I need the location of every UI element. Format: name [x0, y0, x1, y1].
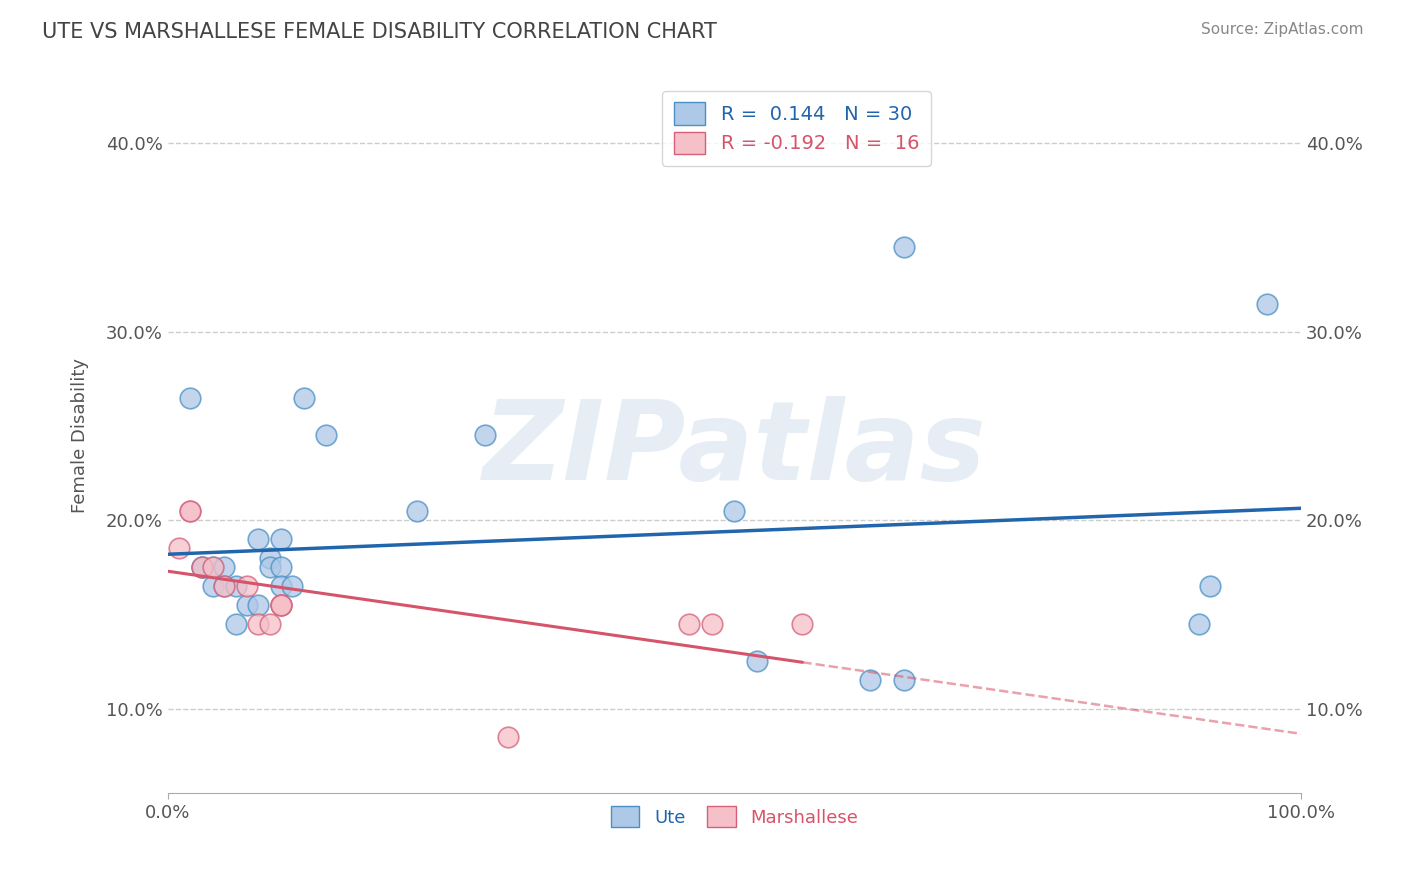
Point: [745, 655, 768, 669]
Point: [474, 428, 496, 442]
Point: [496, 730, 519, 744]
Point: [259, 560, 281, 574]
Point: [281, 579, 304, 593]
Point: [247, 598, 270, 612]
Point: [678, 616, 700, 631]
Point: [893, 240, 915, 254]
Point: [236, 579, 259, 593]
Point: [292, 391, 315, 405]
Point: [259, 616, 281, 631]
Point: [1199, 579, 1222, 593]
Point: [270, 579, 292, 593]
Point: [214, 579, 236, 593]
Point: [406, 504, 429, 518]
Point: [179, 504, 201, 518]
Text: UTE VS MARSHALLESE FEMALE DISABILITY CORRELATION CHART: UTE VS MARSHALLESE FEMALE DISABILITY COR…: [42, 22, 717, 42]
Point: [214, 579, 236, 593]
Point: [247, 532, 270, 546]
Point: [859, 673, 882, 688]
Legend: Ute, Marshallese: Ute, Marshallese: [603, 799, 866, 834]
Point: [792, 616, 814, 631]
Point: [315, 428, 337, 442]
Point: [201, 579, 224, 593]
Point: [201, 560, 224, 574]
Point: [167, 541, 190, 556]
Point: [1188, 616, 1211, 631]
Point: [700, 616, 723, 631]
Point: [270, 598, 292, 612]
Point: [893, 673, 915, 688]
Point: [270, 532, 292, 546]
Point: [236, 598, 259, 612]
Point: [201, 560, 224, 574]
Point: [225, 579, 247, 593]
Point: [1256, 296, 1278, 310]
Point: [214, 560, 236, 574]
Point: [179, 391, 201, 405]
Point: [225, 616, 247, 631]
Text: ZIPatlas: ZIPatlas: [482, 396, 986, 503]
Point: [190, 560, 212, 574]
Y-axis label: Female Disability: Female Disability: [72, 358, 89, 513]
Point: [179, 504, 201, 518]
Point: [247, 616, 270, 631]
Point: [259, 550, 281, 565]
Point: [270, 598, 292, 612]
Point: [723, 504, 745, 518]
Point: [270, 598, 292, 612]
Point: [270, 560, 292, 574]
Point: [190, 560, 212, 574]
Point: [190, 560, 212, 574]
Text: Source: ZipAtlas.com: Source: ZipAtlas.com: [1201, 22, 1364, 37]
